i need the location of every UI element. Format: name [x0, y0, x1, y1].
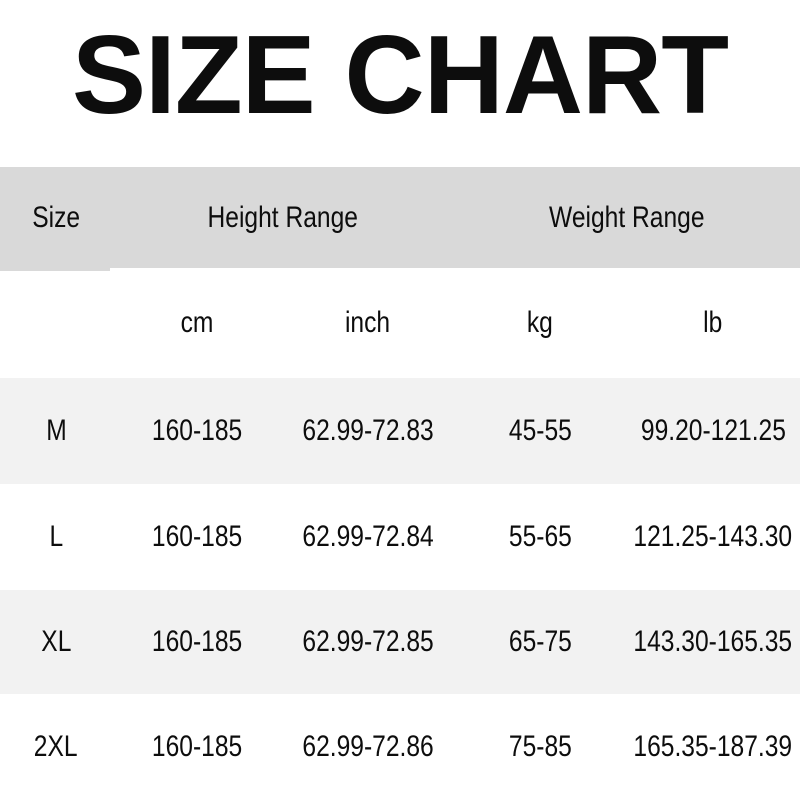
cell-height-inch: 62.99-72.83 [282, 378, 454, 484]
size-value: M [45, 414, 67, 447]
size-chart-table: Size Height Range Weight Range cm inch k… [0, 167, 800, 800]
unit-cm: cm [112, 268, 282, 378]
weight-kg-value: 45-55 [508, 414, 572, 447]
table-header-row: Size Height Range Weight Range [0, 167, 800, 268]
header-weight-range-label: Weight Range [549, 200, 705, 234]
cell-height-cm: 160-185 [112, 378, 282, 484]
header-size-label: Size [32, 200, 80, 234]
table-row-2xl: 2XL 160-185 62.99-72.86 75-85 165.35-187… [0, 694, 800, 800]
unit-kg-label: kg [527, 306, 553, 339]
cell-weight-lb: 121.25-143.30 [626, 484, 800, 590]
height-cm-value: 160-185 [151, 730, 243, 763]
height-cm-value: 160-185 [151, 520, 243, 553]
cell-height-cm: 160-185 [112, 484, 282, 590]
size-value: XL [40, 625, 72, 658]
unit-lb: lb [626, 268, 800, 378]
header-size-cell-step [0, 268, 110, 271]
cell-height-cm: 160-185 [112, 590, 282, 694]
cell-weight-lb: 143.30-165.35 [626, 590, 800, 694]
header-height-range-label: Height Range [207, 200, 359, 234]
weight-kg-value: 55-65 [508, 520, 572, 553]
cell-weight-kg: 65-75 [454, 590, 626, 694]
table-row-xl: XL 160-185 62.99-72.85 65-75 143.30-165.… [0, 590, 800, 694]
height-cm-value: 160-185 [151, 414, 243, 447]
unit-inch: inch [282, 268, 454, 378]
cell-size: 2XL [0, 694, 112, 800]
height-inch-value: 62.99-72.84 [302, 520, 434, 553]
height-inch-value: 62.99-72.85 [302, 625, 434, 658]
size-value: L [49, 520, 63, 553]
weight-lb-value: 121.25-143.30 [633, 520, 793, 553]
table-row-l: L 160-185 62.99-72.84 55-65 121.25-143.3… [0, 484, 800, 590]
cell-weight-lb: 99.20-121.25 [626, 378, 800, 484]
table-units-row: cm inch kg lb [0, 268, 800, 378]
table-row-m: M 160-185 62.99-72.83 45-55 99.20-121.25 [0, 378, 800, 484]
weight-kg-value: 65-75 [508, 625, 572, 658]
unit-inch-label: inch [345, 306, 391, 339]
header-weight-range: Weight Range [454, 167, 800, 268]
cell-size: XL [0, 590, 112, 694]
height-inch-value: 62.99-72.83 [302, 414, 434, 447]
weight-lb-value: 165.35-187.39 [633, 730, 793, 763]
unit-kg: kg [454, 268, 626, 378]
cell-size: M [0, 378, 112, 484]
weight-lb-value: 143.30-165.35 [633, 625, 793, 658]
cell-weight-kg: 55-65 [454, 484, 626, 590]
units-spacer [0, 268, 112, 378]
unit-lb-label: lb [703, 306, 723, 339]
weight-kg-value: 75-85 [508, 730, 572, 763]
cell-weight-kg: 45-55 [454, 378, 626, 484]
height-cm-value: 160-185 [151, 625, 243, 658]
size-value: 2XL [34, 730, 78, 763]
weight-lb-value: 99.20-121.25 [640, 414, 786, 447]
height-inch-value: 62.99-72.86 [302, 730, 434, 763]
header-height-range: Height Range [112, 167, 454, 268]
cell-size: L [0, 484, 112, 590]
cell-height-inch: 62.99-72.86 [282, 694, 454, 800]
page-title: SIZE CHART [72, 13, 729, 137]
cell-weight-lb: 165.35-187.39 [626, 694, 800, 800]
header-size: Size [0, 167, 112, 268]
title-block: SIZE CHART [0, 0, 800, 167]
cell-height-inch: 62.99-72.84 [282, 484, 454, 590]
cell-height-inch: 62.99-72.85 [282, 590, 454, 694]
cell-height-cm: 160-185 [112, 694, 282, 800]
unit-cm-label: cm [180, 306, 214, 339]
cell-weight-kg: 75-85 [454, 694, 626, 800]
